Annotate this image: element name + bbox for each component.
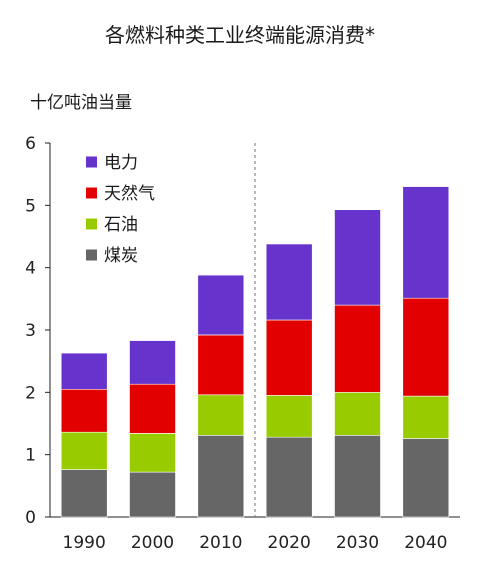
legend-label: 石油 (104, 215, 138, 235)
legend-swatch (86, 156, 97, 168)
y-tick-label: 4 (25, 259, 36, 279)
bar-segment (402, 438, 450, 518)
bar-segment (197, 274, 245, 336)
y-tick-label: 1 (25, 446, 36, 466)
y-tick-label: 5 (25, 196, 36, 216)
x-tick-label: 2030 (336, 533, 379, 553)
bar-segment (402, 395, 450, 439)
legend-swatch (86, 218, 97, 230)
bar-segment (334, 209, 381, 306)
legend-swatch (86, 187, 97, 199)
bar-segment (197, 434, 245, 518)
x-tick-label: 1990 (63, 533, 106, 553)
bar-segment (265, 395, 313, 438)
bar-segment (60, 388, 108, 433)
chart-title: 各燃料种类工业终端能源消费* (105, 23, 375, 47)
bar-segment (60, 469, 108, 518)
bar-segment (129, 433, 176, 473)
x-tick-label: 2040 (404, 533, 447, 553)
y-axis-unit-label: 十亿吨油当量 (30, 93, 132, 113)
bar-segment (334, 304, 381, 393)
x-tick-label: 2010 (199, 533, 242, 553)
plot-area: 0 1 2 3 4 5 6 1990 2000 2010 2020 2030 2040 (25, 134, 460, 553)
bar-segment (197, 394, 245, 436)
bar-segment (129, 340, 176, 385)
bar-segment (60, 431, 108, 470)
y-tick-label: 6 (25, 134, 36, 154)
bar-segment (197, 334, 245, 396)
x-tick-label: 2000 (131, 533, 174, 553)
legend-label: 天然气 (104, 184, 155, 204)
bar-segment (60, 352, 108, 390)
legend-label: 煤炭 (104, 246, 138, 266)
legend-swatch (86, 249, 97, 261)
bar-segment (265, 243, 313, 321)
legend-label: 电力 (104, 153, 138, 173)
bar-segment (265, 319, 313, 396)
y-tick-label: 3 (25, 321, 36, 341)
bar-segment (129, 383, 176, 434)
bar-segment (265, 436, 313, 518)
x-tick-label: 2020 (268, 533, 311, 553)
bar-segment (402, 186, 450, 299)
y-tick-label: 2 (25, 383, 36, 403)
y-tick-label: 0 (25, 508, 36, 528)
bar-segment (129, 471, 176, 518)
bar-segment (334, 391, 381, 436)
bar-segment (402, 297, 450, 397)
bar-segment (334, 434, 381, 518)
